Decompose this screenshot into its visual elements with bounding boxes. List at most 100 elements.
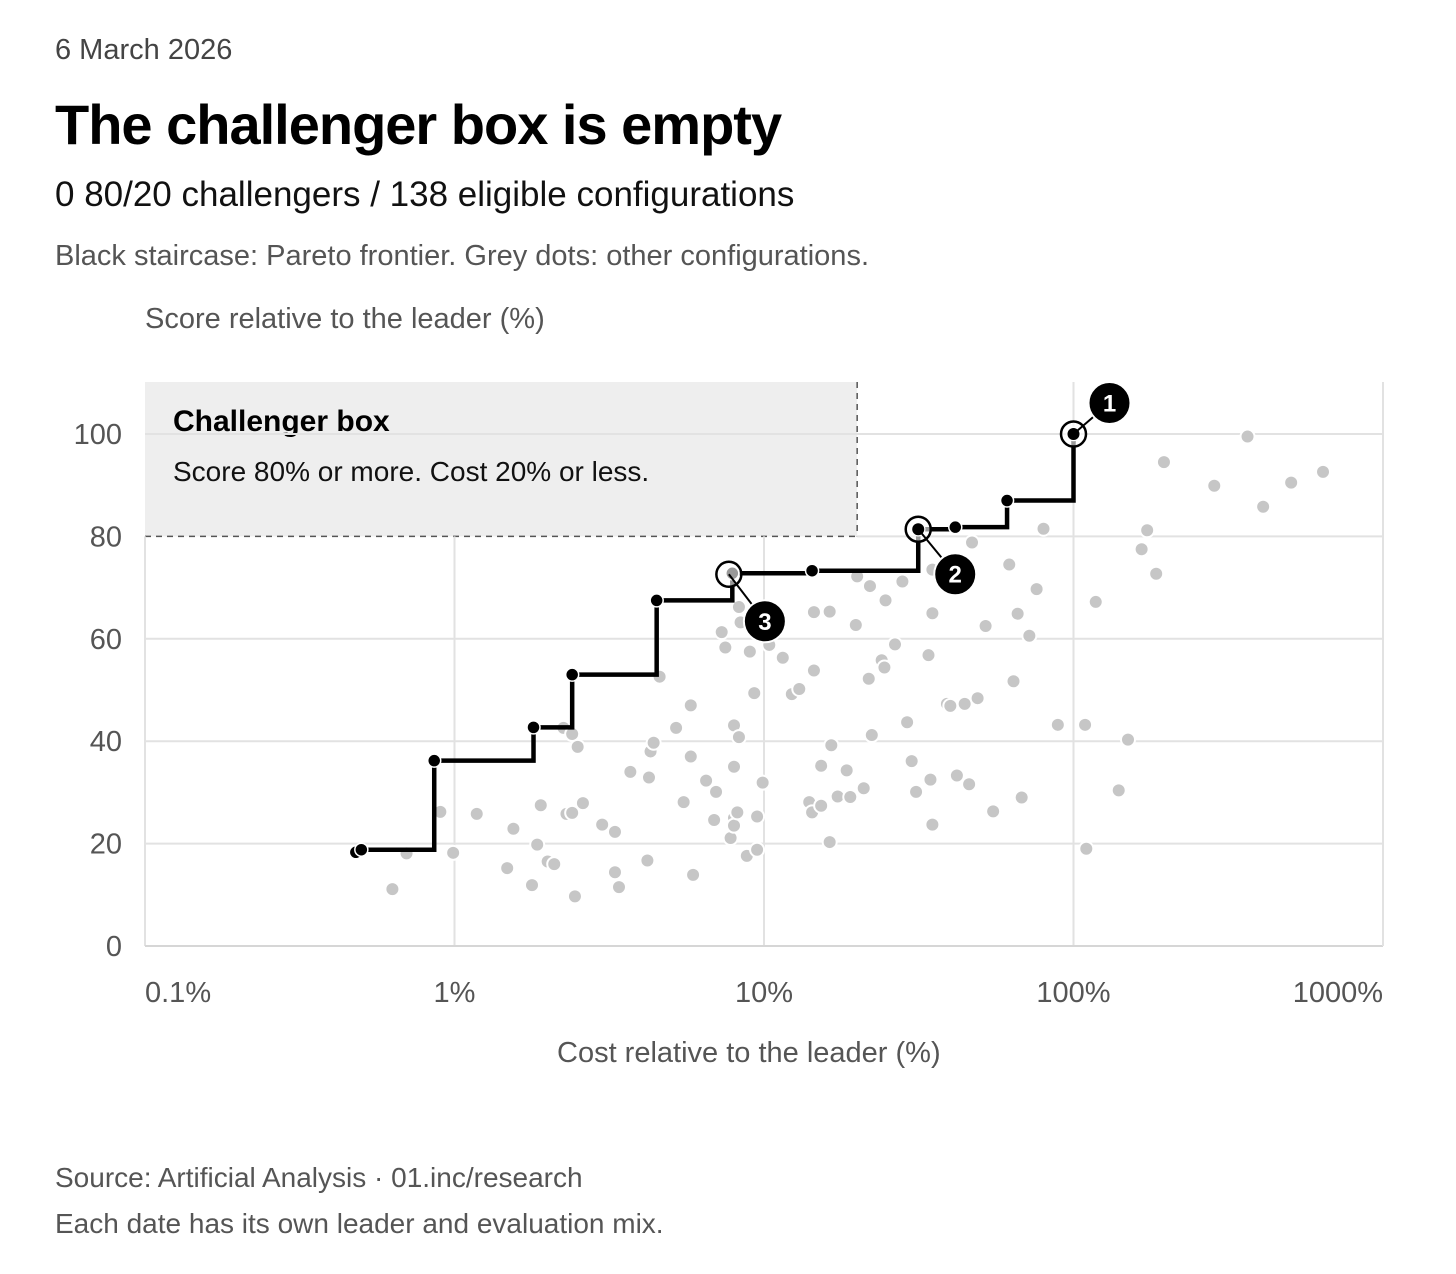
challenger-box-layer: Challenger box Score 80% or more. Cost 20… — [145, 382, 858, 538]
grid-layer: 0 20 40 60 80 100 0.1% 1% 10% 100% 1000% — [74, 382, 1384, 1009]
highlight-badge — [742, 599, 787, 644]
other-configuration-dot — [847, 616, 864, 633]
other-configuration-dot — [805, 604, 822, 621]
other-configuration-dot — [1206, 477, 1223, 494]
other-configuration-dot — [961, 776, 978, 793]
other-configuration-dot — [741, 643, 758, 660]
frontier-point — [948, 519, 963, 535]
frontier-point — [649, 593, 664, 608]
other-configuration-dot — [821, 834, 838, 851]
other-configuration-dot — [886, 636, 903, 653]
pareto-frontier-line — [355, 434, 1076, 855]
other-configuration-dot — [860, 670, 877, 687]
x-tick-label: 1000% — [1293, 977, 1383, 1009]
other-configuration-dot — [924, 816, 941, 833]
other-configuration-dot — [805, 662, 822, 679]
highlight-badge — [1087, 381, 1132, 425]
other-configuration-dot — [876, 659, 893, 676]
other-configuration-dot — [729, 804, 746, 821]
other-configuration-dot — [682, 697, 699, 714]
other-configuration-dot — [622, 763, 639, 780]
other-configuration-dot — [708, 783, 725, 800]
other-configuration-dot — [838, 762, 855, 779]
frontier-point — [564, 667, 580, 682]
highlight-badge-label: 3 — [758, 609, 771, 636]
other-configuration-dot — [546, 856, 563, 873]
other-configuration-dot — [1139, 522, 1156, 539]
other-configuration-dot — [1077, 716, 1094, 733]
other-configuration-dot — [813, 757, 830, 774]
other-configuration-dot — [566, 888, 583, 905]
other-configuration-dot — [1239, 428, 1256, 445]
other-configuration-dot — [606, 823, 623, 840]
challenger-box-title: Challenger box — [173, 405, 390, 438]
other-configuration-dot — [726, 817, 743, 834]
other-configuration-dot — [749, 808, 766, 825]
other-configuration-dot — [1120, 731, 1137, 748]
highlight-badge-label: 2 — [949, 562, 962, 589]
chart-title: The challenger box is empty — [55, 93, 782, 156]
other-configuration-dot — [675, 794, 692, 811]
other-configuration-dot — [1133, 541, 1150, 558]
other-configuration-dot — [1001, 556, 1018, 573]
other-configuration-dot — [730, 729, 747, 746]
other-configuration-dot — [717, 639, 734, 656]
highlight-annotations-layer: 1 2 3 — [715, 381, 1132, 644]
other-configuration-dot — [1013, 789, 1030, 806]
other-configuration-dot — [863, 727, 880, 744]
other-configuration-dot — [924, 605, 941, 622]
other-configuration-dot — [384, 881, 401, 898]
source-note: Source: Artificial Analysis · 01.inc/res… — [55, 1162, 583, 1193]
other-configuration-dot — [639, 852, 656, 869]
other-configuration-dot — [855, 780, 872, 797]
other-configuration-dot — [1078, 840, 1095, 857]
other-configuration-dot — [1009, 605, 1026, 622]
other-configuration-dot — [920, 647, 937, 664]
other-configuration-dot — [903, 753, 920, 770]
other-configuration-dot — [569, 738, 586, 755]
challenger-box — [145, 382, 858, 537]
other-configuration-dot — [499, 860, 516, 877]
other-configuration-dot — [445, 844, 462, 861]
other-configuration-dot — [821, 603, 838, 620]
other-configuration-dot — [640, 769, 657, 786]
challenger-box-description: Score 80% or more. Cost 20% or less. — [173, 456, 649, 487]
highlight-badge-label: 1 — [1103, 391, 1116, 418]
y-tick-label: 20 — [90, 829, 122, 861]
highlight-badge — [933, 552, 978, 597]
other-configuration-dot — [791, 680, 808, 697]
other-configuration-dot — [1087, 593, 1104, 610]
other-configuration-dot — [532, 797, 549, 814]
other-configuration-dot — [529, 836, 546, 853]
y-axis-label: Score relative to the leader (%) — [145, 303, 545, 335]
other-configuration-dot — [610, 879, 627, 896]
y-tick-label: 60 — [90, 624, 122, 656]
other-configuration-dot — [698, 772, 715, 789]
other-configuration-dot — [956, 695, 973, 712]
other-configuration-dot — [894, 573, 911, 590]
x-tick-label: 10% — [735, 977, 793, 1009]
other-configuration-dot — [685, 866, 702, 883]
other-configuration-dot — [823, 737, 840, 754]
other-configuration-dot — [749, 841, 766, 858]
y-tick-label: 0 — [106, 931, 122, 963]
other-configuration-dot — [1315, 463, 1332, 480]
other-configuration-dot — [1255, 498, 1272, 515]
other-configuration-dot — [1110, 782, 1127, 799]
other-configuration-dot — [877, 592, 894, 609]
frontier-point — [426, 753, 442, 768]
other-configuration-dot — [1028, 581, 1045, 598]
x-axis-label: Cost relative to the leader (%) — [557, 1037, 941, 1069]
caveat-note: Each date has its own leader and evaluat… — [55, 1208, 664, 1239]
other-configuration-dot — [899, 714, 916, 731]
other-configuration-dot — [706, 812, 723, 829]
other-configuration-dot — [606, 864, 623, 881]
x-tick-label: 0.1% — [145, 977, 211, 1009]
other-configuration-dot — [1155, 454, 1172, 471]
other-configuration-dot — [985, 803, 1002, 820]
frontier-point — [804, 563, 820, 578]
other-configuration-dot — [969, 690, 986, 707]
y-tick-label: 80 — [90, 521, 122, 553]
x-tick-label: 1% — [434, 977, 476, 1009]
